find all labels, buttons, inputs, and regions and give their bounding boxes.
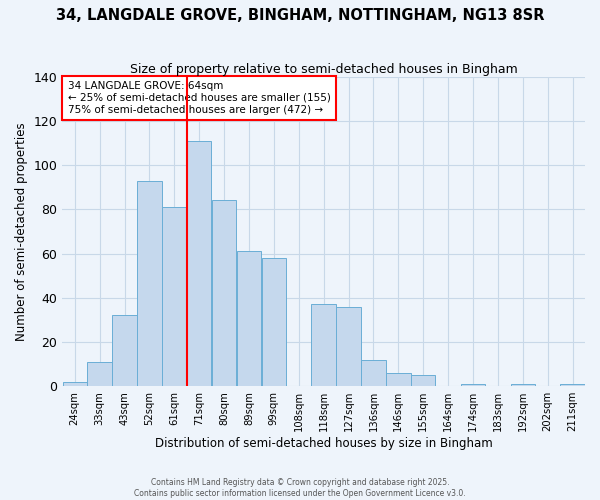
Bar <box>337 306 361 386</box>
Title: Size of property relative to semi-detached houses in Bingham: Size of property relative to semi-detach… <box>130 62 518 76</box>
Bar <box>262 258 286 386</box>
Bar <box>511 384 535 386</box>
Bar <box>88 362 112 386</box>
Bar <box>461 384 485 386</box>
Text: 34, LANGDALE GROVE, BINGHAM, NOTTINGHAM, NG13 8SR: 34, LANGDALE GROVE, BINGHAM, NOTTINGHAM,… <box>56 8 544 22</box>
Bar <box>162 207 187 386</box>
Bar <box>386 373 410 386</box>
Bar <box>212 200 236 386</box>
Bar <box>560 384 585 386</box>
Bar <box>361 360 386 386</box>
Bar <box>187 141 211 386</box>
Bar <box>237 252 261 386</box>
Bar <box>311 304 336 386</box>
Y-axis label: Number of semi-detached properties: Number of semi-detached properties <box>15 122 28 341</box>
Bar <box>112 316 137 386</box>
Text: Contains HM Land Registry data © Crown copyright and database right 2025.
Contai: Contains HM Land Registry data © Crown c… <box>134 478 466 498</box>
Bar <box>411 375 436 386</box>
Bar <box>137 180 161 386</box>
Bar <box>62 382 87 386</box>
Text: 34 LANGDALE GROVE: 64sqm
← 25% of semi-detached houses are smaller (155)
75% of : 34 LANGDALE GROVE: 64sqm ← 25% of semi-d… <box>68 82 331 114</box>
X-axis label: Distribution of semi-detached houses by size in Bingham: Distribution of semi-detached houses by … <box>155 437 493 450</box>
